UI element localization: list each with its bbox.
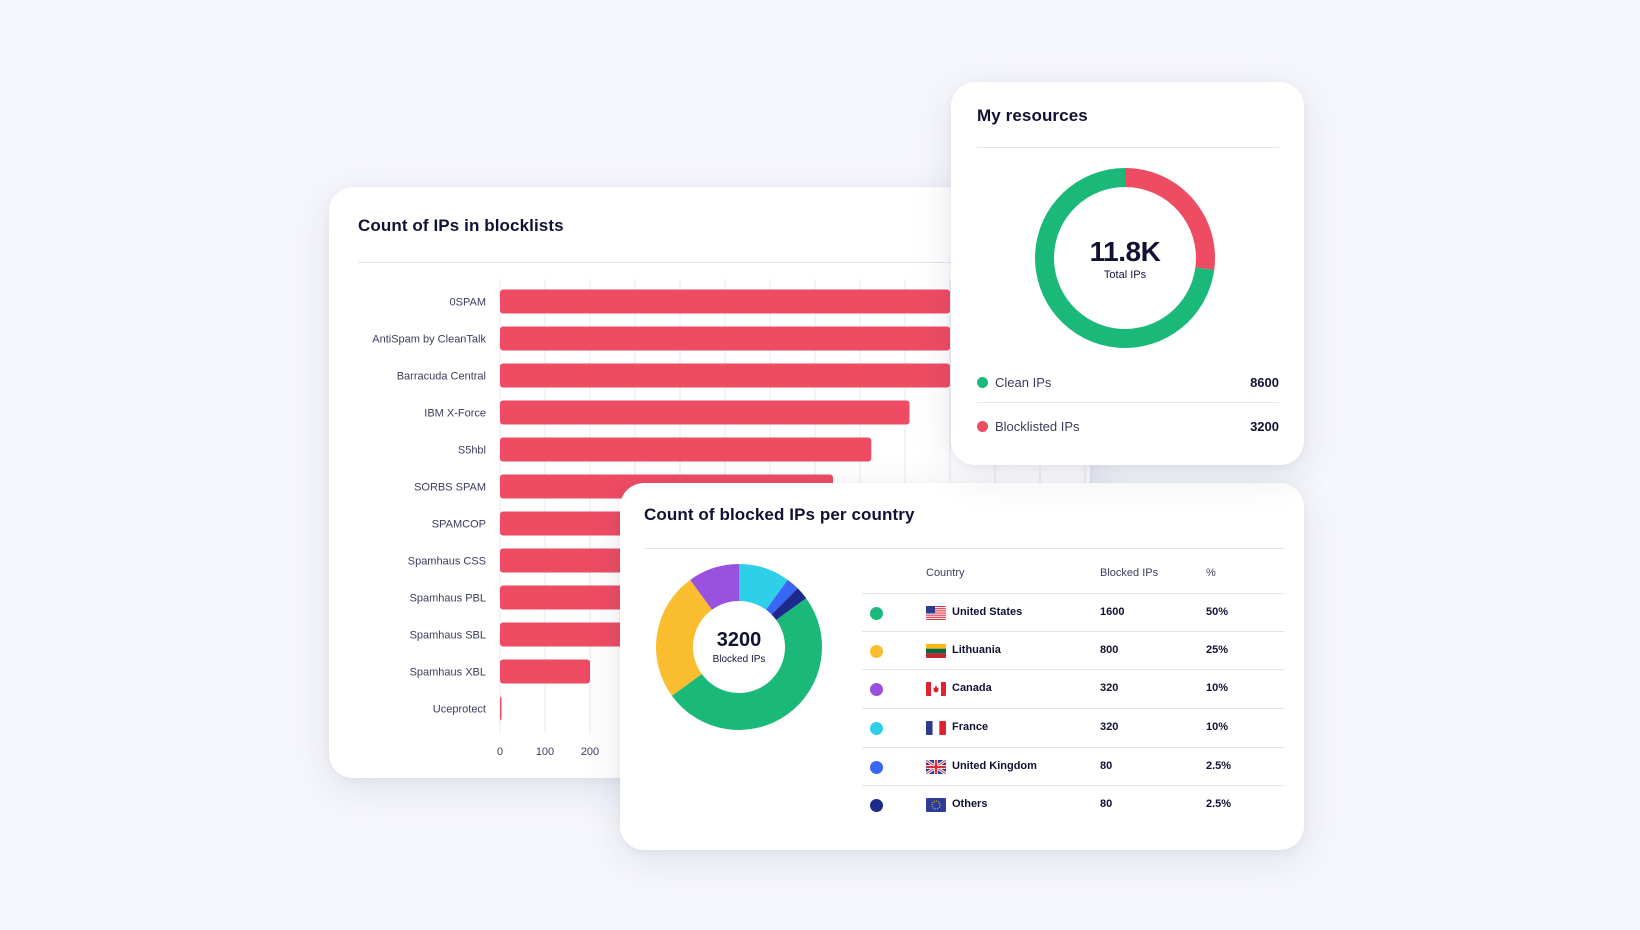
clean-dot-icon [977, 376, 988, 388]
resources-donut-center: 11.8K Total IPs [1035, 168, 1215, 348]
bar-label: IBM X-Force [424, 408, 486, 420]
donut-slice [671, 598, 822, 730]
resources-divider [977, 147, 1279, 148]
country-name: France [952, 721, 989, 733]
country-title: Count of blocked IPs per country [644, 505, 915, 524]
resources-title: My resources [977, 106, 1088, 125]
legend-blocklisted-ips[interactable]: Blocklisted IPs 3200 [977, 414, 1279, 438]
column-header-blocked-ips[interactable]: Blocked IPs [1100, 567, 1159, 579]
bar [500, 659, 590, 684]
legend-clean-ips[interactable]: Clean IPs 8600 [977, 370, 1279, 394]
color-dot-icon [870, 761, 883, 774]
bar-label: Barracuda Central [397, 371, 486, 383]
bar-label: 0SPAM [450, 297, 486, 309]
us-flag-icon [926, 606, 946, 620]
resources-donut-chart [1035, 168, 1215, 348]
donut-slice [739, 564, 788, 610]
bar-label: Spamhaus XBL [410, 667, 486, 679]
bar-label: S5hbl [458, 445, 486, 457]
donut-slice [656, 579, 712, 696]
table-row[interactable]: Lithuania 800 25% [862, 631, 1285, 669]
color-dot-icon [870, 722, 883, 735]
bar [500, 363, 950, 388]
country-name: United Kingdom [952, 760, 1037, 772]
country-percent: 25% [1206, 644, 1229, 656]
bar-label: Spamhaus PBL [410, 593, 486, 605]
donut-slice [766, 579, 798, 615]
color-dot-icon [870, 645, 883, 658]
country-percent: 10% [1206, 682, 1229, 694]
total-ips-label: Total IPs [1103, 268, 1147, 281]
country-name: Others [952, 798, 988, 810]
country-percent: 2.5% [1206, 798, 1232, 810]
table-row[interactable]: United Kingdom 80 2.5% [862, 747, 1285, 785]
country-blocked-value: 80 [1100, 760, 1113, 772]
bar-label: AntiSpam by CleanTalk [372, 334, 486, 346]
bar-label: Spamhaus SBL [410, 630, 486, 642]
table-row[interactable]: Canada 320 10% [862, 669, 1285, 707]
country-blocked-value: 1600 [1100, 606, 1125, 618]
country-blocked-value: 80 [1100, 798, 1113, 810]
blocked-total-value: 3200 [716, 629, 762, 651]
bar-label: SORBS SPAM [414, 482, 486, 494]
fr-flag-icon [926, 721, 946, 735]
resources-card: My resources 11.8K Total IPs Clean IPs 8… [951, 82, 1304, 465]
x-tick-label: 200 [581, 746, 599, 758]
table-row[interactable]: United States 1600 50% [862, 593, 1285, 631]
country-donut-center: 3200 Blocked IPs [656, 564, 822, 730]
bar-label: SPAMCOP [432, 519, 486, 531]
bar [500, 326, 950, 351]
bar-label: Spamhaus CSS [408, 556, 486, 568]
country-blocked-value: 320 [1100, 721, 1119, 733]
country-name: Lithuania [952, 644, 1001, 656]
blocked-total-label: Blocked IPs [712, 654, 766, 665]
eu-flag-icon [926, 798, 946, 812]
country-percent: 50% [1206, 606, 1229, 618]
legend-label: Blocklisted IPs [995, 418, 1080, 434]
blocklisted-dot-icon [977, 420, 988, 432]
legend-value: 3200 [1250, 418, 1279, 434]
country-name: United States [952, 606, 1023, 618]
color-dot-icon [870, 799, 883, 812]
country-divider [644, 548, 1285, 549]
country-name: Canada [952, 682, 992, 694]
donut-slice [1125, 168, 1215, 270]
bar [500, 400, 910, 425]
legend-value: 8600 [1250, 374, 1279, 390]
country-percent: 10% [1206, 721, 1229, 733]
blocklists-divider [358, 262, 1090, 263]
donut-slice [771, 588, 807, 620]
donut-slice [690, 564, 739, 610]
total-ips-value: 11.8K [1089, 235, 1161, 267]
country-card: Count of blocked IPs per country 3200 Bl… [620, 483, 1304, 850]
legend-label: Clean IPs [995, 374, 1052, 390]
x-tick-label: 100 [536, 746, 554, 758]
bar [500, 437, 872, 462]
bar [500, 289, 950, 314]
bar-label: Uceprotect [433, 704, 486, 716]
column-header-country[interactable]: Country [926, 567, 965, 579]
color-dot-icon [870, 683, 883, 696]
legend-divider [977, 402, 1279, 403]
country-blocked-value: 320 [1100, 682, 1119, 694]
x-tick-label: 0 [497, 746, 503, 758]
country-percent: 2.5% [1206, 760, 1232, 772]
country-donut-chart [656, 564, 822, 730]
column-header-percent[interactable]: % [1206, 567, 1216, 579]
table-row[interactable]: Others 80 2.5% [862, 785, 1285, 823]
ca-flag-icon [926, 682, 946, 696]
bar [500, 696, 502, 721]
lt-flag-icon [926, 644, 946, 658]
color-dot-icon [870, 607, 883, 620]
blocklists-title: Count of IPs in blocklists [358, 216, 564, 235]
gb-flag-icon [926, 760, 946, 774]
table-row[interactable]: France 320 10% [862, 708, 1285, 746]
country-blocked-value: 800 [1100, 644, 1119, 656]
